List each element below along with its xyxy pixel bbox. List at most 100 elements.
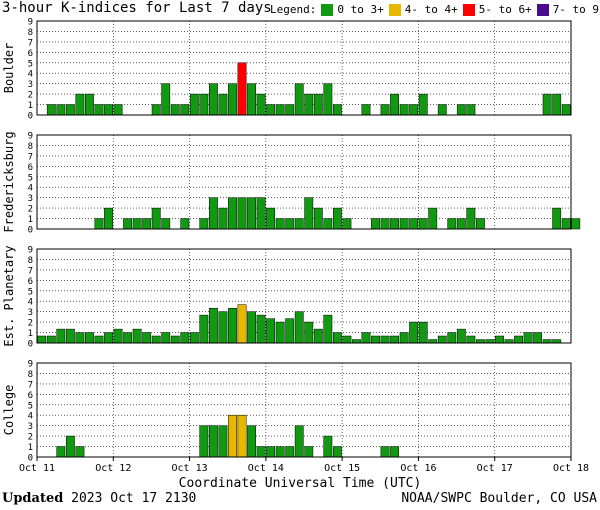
x-tick-label: Oct 16 [400,463,436,474]
y-tick-label: 9 [28,246,33,256]
k-index-bar [456,218,466,230]
k-index-bar [275,218,285,230]
updated-label: Updated [2,491,64,506]
y-tick-label: 8 [28,142,33,152]
k-index-bar [132,218,142,230]
y-tick-label: 3 [28,80,33,90]
k-index-bar [304,197,314,230]
k-index-bar [437,335,447,344]
k-index-bar [409,218,419,230]
y-tick-label: 9 [28,360,33,370]
k-index-bar [456,328,466,344]
k-index-bar [170,104,180,116]
y-tick-label: 5 [28,287,33,297]
k-index-bar [399,332,409,344]
y-tick-label: 3 [28,194,33,204]
k-index-bar [361,104,371,116]
k-index-bar [294,425,304,458]
k-index-bar [428,339,438,344]
k-index-bar [418,218,428,230]
k-index-bar [552,207,562,230]
k-index-bar [208,307,218,344]
k-index-bar [275,104,285,116]
x-tick-label: Oct 15 [324,463,360,474]
k-index-bar [142,218,152,230]
k-index-bar [65,328,75,344]
k-index-bar [285,218,295,230]
k-index-bar [151,207,161,230]
k-index-bar [94,218,104,230]
k-index-bar [94,335,104,344]
k-index-bar [142,332,152,344]
y-tick-label: 1 [28,215,33,225]
k-index-bar [552,339,562,344]
k-index-bar [180,218,190,230]
k-index-bar [189,332,199,344]
k-index-bar [380,335,390,344]
y-tick-label: 3 [28,422,33,432]
panel-name: Boulder [2,43,16,94]
k-index-bar [247,425,256,458]
k-index-bar [514,335,523,344]
x-tick-label: Oct 12 [95,463,131,474]
y-tick-label: 1 [28,101,33,111]
k-index-bar [323,83,333,116]
legend-item-quiet: 0 to 3+ [337,3,384,16]
k-index-bar [180,332,190,344]
k-index-bar [199,218,209,230]
y-tick-label: 6 [28,391,33,401]
k-index-bar [161,83,171,116]
k-index-bar [75,332,85,344]
panel-name: College [2,385,16,436]
k-index-bar [542,93,552,116]
k-index-bar [313,93,323,116]
k-index-bar [237,197,247,230]
k-index-bar [332,207,342,230]
k-index-bar [390,218,400,230]
k-index-bar [523,332,533,344]
x-tick-label: Oct 17 [477,463,513,474]
k-index-bar [266,207,276,230]
k-index-bar [266,104,276,116]
k-index-bar [218,207,228,230]
legend-swatch-active [388,3,401,16]
k-index-bar [218,93,228,116]
legend-swatch-storm [462,3,475,16]
panel-frame [36,134,572,230]
k-index-bar [342,218,352,230]
panel-frame [36,248,572,344]
k-index-bar [323,314,333,344]
k-index-bar [85,332,94,344]
k-index-bar [409,104,419,116]
legend: Legend: 0 to 3+ 4- to 4+ 5- to 6+ 7- to … [270,3,599,16]
k-index-bar [323,218,333,230]
y-tick-label: 2 [28,205,33,215]
y-tick-label: 7 [28,152,33,162]
y-tick-label: 9 [28,18,33,28]
y-tick-label: 8 [28,256,33,266]
k-index-bar [285,318,295,344]
legend-item-severe: 7- to 9 [552,3,600,16]
y-tick-label: 9 [28,132,33,142]
k-index-bar [285,104,295,116]
legend-swatch-quiet [321,3,334,16]
y-tick-label: 8 [28,28,33,38]
k-index-bar [380,218,390,230]
k-index-bar [208,425,218,458]
legend-item-storm: 5- to 6+ [478,3,532,16]
legend-item-active: 4- to 4+ [404,3,458,16]
updated-stamp: Updated 2023 Oct 17 2130 [2,491,196,506]
k-index-bar [189,93,199,116]
k-index-bar [247,311,256,344]
y-tick-label: 4 [28,298,33,308]
y-tick-label: 2 [28,319,33,329]
panel-frame [36,362,572,458]
legend-label: Legend: [270,3,317,16]
k-index-bar [332,104,342,116]
y-tick-label: 4 [28,70,33,80]
k-index-bar [409,321,419,344]
k-index-bar [466,335,476,344]
k-index-bar [170,335,180,344]
k-index-bar [313,207,323,230]
y-tick-label: 2 [28,91,33,101]
